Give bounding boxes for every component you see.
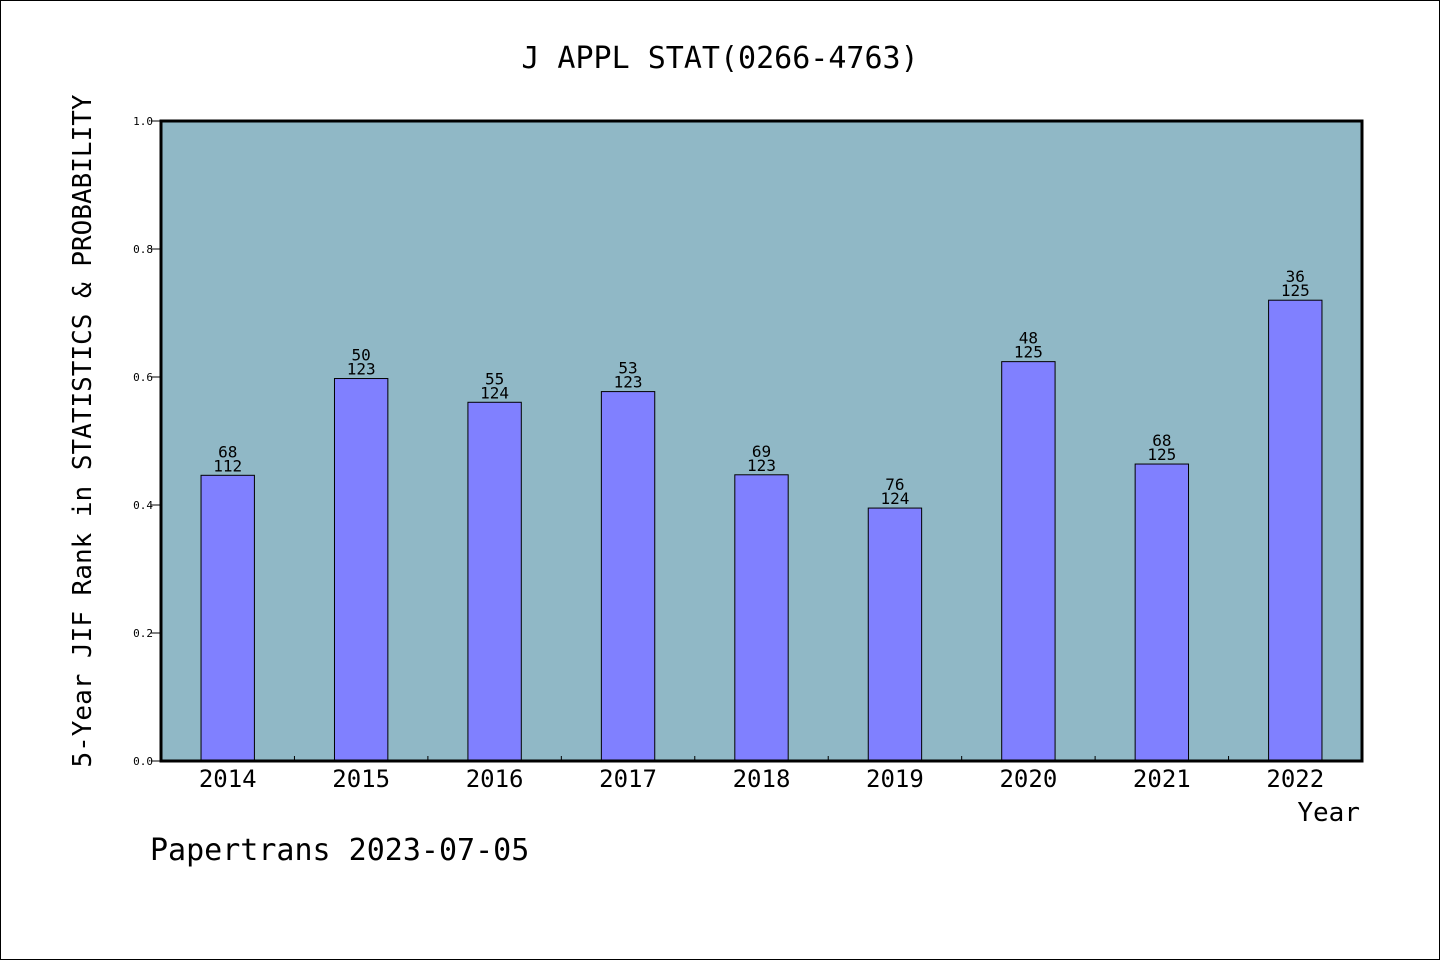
bar-2022 bbox=[1268, 299, 1323, 762]
bar-rank-label: 48 bbox=[1019, 329, 1038, 348]
bar-rank-label: 68 bbox=[1152, 431, 1171, 450]
ticks-group: 2014 2015 2016 2017 2018 2019 2020 2021 2022 0.0 0… bbox=[133, 115, 1324, 793]
bar-rank-label: 68 bbox=[218, 442, 237, 461]
y-tick-label: 0.4 bbox=[133, 499, 153, 512]
bar-total-label: 123 bbox=[747, 456, 776, 475]
bar-2019 bbox=[867, 507, 923, 762]
bar-rank-label: 55 bbox=[485, 369, 504, 388]
y-tick-label: 1.0 bbox=[133, 115, 153, 128]
bar-total-label: 125 bbox=[1281, 281, 1310, 300]
y-tick-label: 0.0 bbox=[133, 755, 153, 768]
x-tick-label: 2021 bbox=[1133, 765, 1191, 793]
bar-rank-label: 36 bbox=[1286, 267, 1305, 286]
bar-total-label: 123 bbox=[347, 360, 376, 379]
y-axis-label: 5-Year JIF Rank in STATISTICS & PROBABIL… bbox=[68, 94, 98, 767]
bar-rank-label: 76 bbox=[885, 475, 904, 494]
bar-2015 bbox=[333, 378, 389, 762]
chart-title: J APPL STAT(0266-4763) bbox=[521, 41, 918, 76]
bar-total-label: 124 bbox=[480, 383, 509, 402]
x-tick-label: 2015 bbox=[332, 765, 390, 793]
bar-2018 bbox=[734, 474, 789, 762]
bar-2017 bbox=[600, 391, 656, 762]
x-tick-label: 2018 bbox=[733, 765, 791, 793]
bar-rank-label: 53 bbox=[618, 359, 637, 378]
bar-2016 bbox=[467, 401, 522, 762]
y-tick-label: 0.8 bbox=[133, 243, 153, 256]
x-tick-label: 2017 bbox=[599, 765, 657, 793]
y-tick-label: 0.2 bbox=[133, 627, 153, 640]
bar-2020 bbox=[1001, 361, 1056, 762]
footer-credit: Papertrans 2023-07-05 bbox=[150, 833, 530, 868]
bar-2014 bbox=[200, 474, 255, 762]
bar-total-label: 125 bbox=[1014, 343, 1043, 362]
x-tick-label: 2020 bbox=[999, 765, 1057, 793]
bar-total-label: 124 bbox=[880, 489, 909, 508]
x-tick-label: 2019 bbox=[866, 765, 924, 793]
bars-group: 6811250123551245312369123761244812568125… bbox=[200, 267, 1323, 762]
bar-rank-label: 69 bbox=[752, 442, 771, 461]
bar-rank-label: 50 bbox=[352, 346, 371, 365]
bar-total-label: 112 bbox=[213, 456, 242, 475]
x-axis-label: Year bbox=[1297, 798, 1360, 828]
x-tick-label: 2022 bbox=[1266, 765, 1324, 793]
bar-total-label: 125 bbox=[1147, 445, 1176, 464]
x-tick-label: 2014 bbox=[199, 765, 257, 793]
bar-2021 bbox=[1134, 463, 1190, 762]
x-tick-label: 2016 bbox=[466, 765, 524, 793]
y-tick-label: 0.6 bbox=[133, 371, 153, 384]
bar-total-label: 123 bbox=[614, 373, 643, 392]
plot-border bbox=[159, 119, 1364, 763]
